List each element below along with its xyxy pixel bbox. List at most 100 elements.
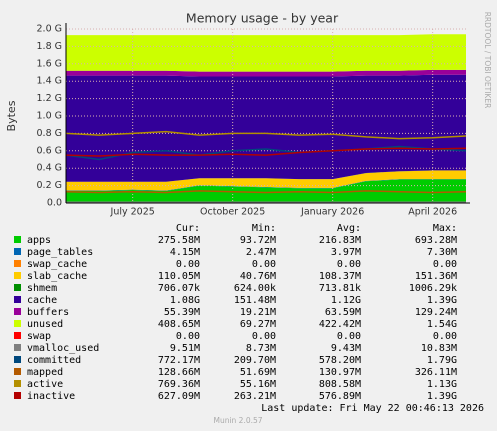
legend-label: apps: [27, 235, 51, 246]
legend-stat: 130.97M: [319, 367, 361, 378]
legend-stat: 0.00: [433, 259, 457, 270]
legend-header: Avg:: [337, 223, 361, 234]
legend-stat: 772.17M: [158, 355, 200, 366]
legend-label: committed: [27, 355, 81, 366]
legend-stat: 576.89M: [319, 391, 361, 402]
legend-swatch: [14, 392, 21, 399]
x-tick-label: July 2025: [110, 207, 155, 218]
legend-stat: 713.81k: [319, 283, 361, 294]
legend-stat: 627.09M: [158, 391, 200, 402]
legend-stat: 1.79G: [427, 355, 457, 366]
legend-stat: 3.97M: [331, 247, 361, 258]
legend-stat: 1.39G: [427, 295, 457, 306]
y-tick-label: 1.8 G: [37, 41, 63, 52]
legend-swatch: [14, 368, 21, 375]
legend-label: inactive: [27, 391, 75, 402]
legend-stat: 408.65M: [158, 319, 200, 330]
legend-swatch: [14, 356, 21, 363]
legend-stat: 7.30M: [427, 247, 457, 258]
legend-stat: 808.58M: [319, 379, 361, 390]
legend-stat: 40.76M: [240, 271, 276, 282]
legend-stat: 0.00: [252, 331, 276, 342]
legend-stat: 93.72M: [240, 235, 276, 246]
legend-stat: 1.54G: [427, 319, 457, 330]
legend-swatch: [14, 236, 21, 243]
legend-stat: 578.20M: [319, 355, 361, 366]
legend-label: vmalloc_used: [27, 343, 99, 354]
legend-stat: 10.83M: [421, 343, 457, 354]
legend-stat: 4.15M: [170, 247, 200, 258]
legend-label: swap_cache: [27, 259, 87, 270]
side-note: RRDTOOL / TOBI OETIKER: [483, 12, 492, 109]
legend-stat: 1.13G: [427, 379, 457, 390]
legend-stat: 63.59M: [325, 307, 361, 318]
legend-stat: 55.39M: [164, 307, 200, 318]
legend-stat: 209.70M: [234, 355, 276, 366]
legend-label: page_tables: [27, 247, 93, 258]
line: [65, 190, 467, 194]
legend-stat: 706.07k: [158, 283, 200, 294]
legend-stat: 0.00: [337, 331, 361, 342]
legend-stat: 693.28M: [415, 235, 457, 246]
legend-label: buffers: [27, 307, 69, 318]
legend-stat: 129.24M: [415, 307, 457, 318]
legend-stat: 69.27M: [240, 319, 276, 330]
legend-stat: 19.21M: [240, 307, 276, 318]
y-tick-label: 0.8 G: [37, 128, 63, 139]
legend-stat: 151.48M: [234, 295, 276, 306]
x-tick-label: October 2025: [200, 207, 265, 218]
y-tick-label: 1.0 G: [37, 111, 63, 122]
legend-stat: 9.51M: [170, 343, 200, 354]
legend-stat: 0.00: [252, 259, 276, 270]
y-tick-label: 2.0 G: [37, 24, 63, 35]
area: [66, 69, 466, 77]
legend-stat: 2.47M: [246, 247, 276, 258]
legend-stat: 8.73M: [246, 343, 276, 354]
legend-stat: 1.39G: [427, 391, 457, 402]
line: [65, 147, 467, 157]
legend-label: active: [27, 379, 63, 390]
legend-swatch: [14, 260, 21, 267]
legend-stat: 151.36M: [415, 271, 457, 282]
legend-label: shmem: [27, 283, 57, 294]
legend-stat: 1006.29k: [409, 283, 457, 294]
legend-stat: 275.58M: [158, 235, 200, 246]
legend-swatch: [14, 308, 21, 315]
legend-stat: 128.66M: [158, 367, 200, 378]
legend-header: Min:: [252, 223, 276, 234]
chart-title: Memory usage - by year: [186, 11, 339, 26]
y-tick-label: 0.0: [47, 198, 62, 209]
legend-stat: 1.08G: [170, 295, 200, 306]
legend-swatch: [14, 296, 21, 303]
y-tick-label: 0.4 G: [37, 163, 63, 174]
legend-stat: 216.83M: [319, 235, 361, 246]
footer: Munin 2.0.57: [213, 416, 262, 425]
legend-stat: 9.43M: [331, 343, 361, 354]
legend-swatch: [14, 320, 21, 327]
area: [66, 74, 466, 182]
area: [66, 34, 466, 72]
legend-swatch: [14, 344, 21, 351]
legend-label: mapped: [27, 367, 63, 378]
legend-stat: 326.11M: [415, 367, 457, 378]
legend-label: cache: [27, 295, 57, 306]
y-axis-label: Bytes: [5, 100, 18, 131]
legend-label: swap: [27, 331, 51, 342]
legend-stat: 263.21M: [234, 391, 276, 402]
legend-stat: 0.00: [337, 259, 361, 270]
legend-stat: 1.12G: [331, 295, 361, 306]
legend-header: Max:: [433, 223, 457, 234]
legend-swatch: [14, 284, 21, 291]
legend-stat: 0.00: [176, 331, 200, 342]
legend-stat: 55.16M: [240, 379, 276, 390]
last-update: Last update: Fri May 22 00:46:13 2026: [261, 403, 484, 414]
line: [65, 130, 467, 140]
y-tick-label: 1.4 G: [37, 76, 63, 87]
y-tick-label: 1.2 G: [37, 93, 63, 104]
legend-swatch: [14, 272, 21, 279]
legend-stat: 108.37M: [319, 271, 361, 282]
y-tick-label: 1.6 G: [37, 58, 63, 69]
legend-swatch: [14, 380, 21, 387]
legend-label: unused: [27, 319, 63, 330]
legend-swatch: [14, 332, 21, 339]
